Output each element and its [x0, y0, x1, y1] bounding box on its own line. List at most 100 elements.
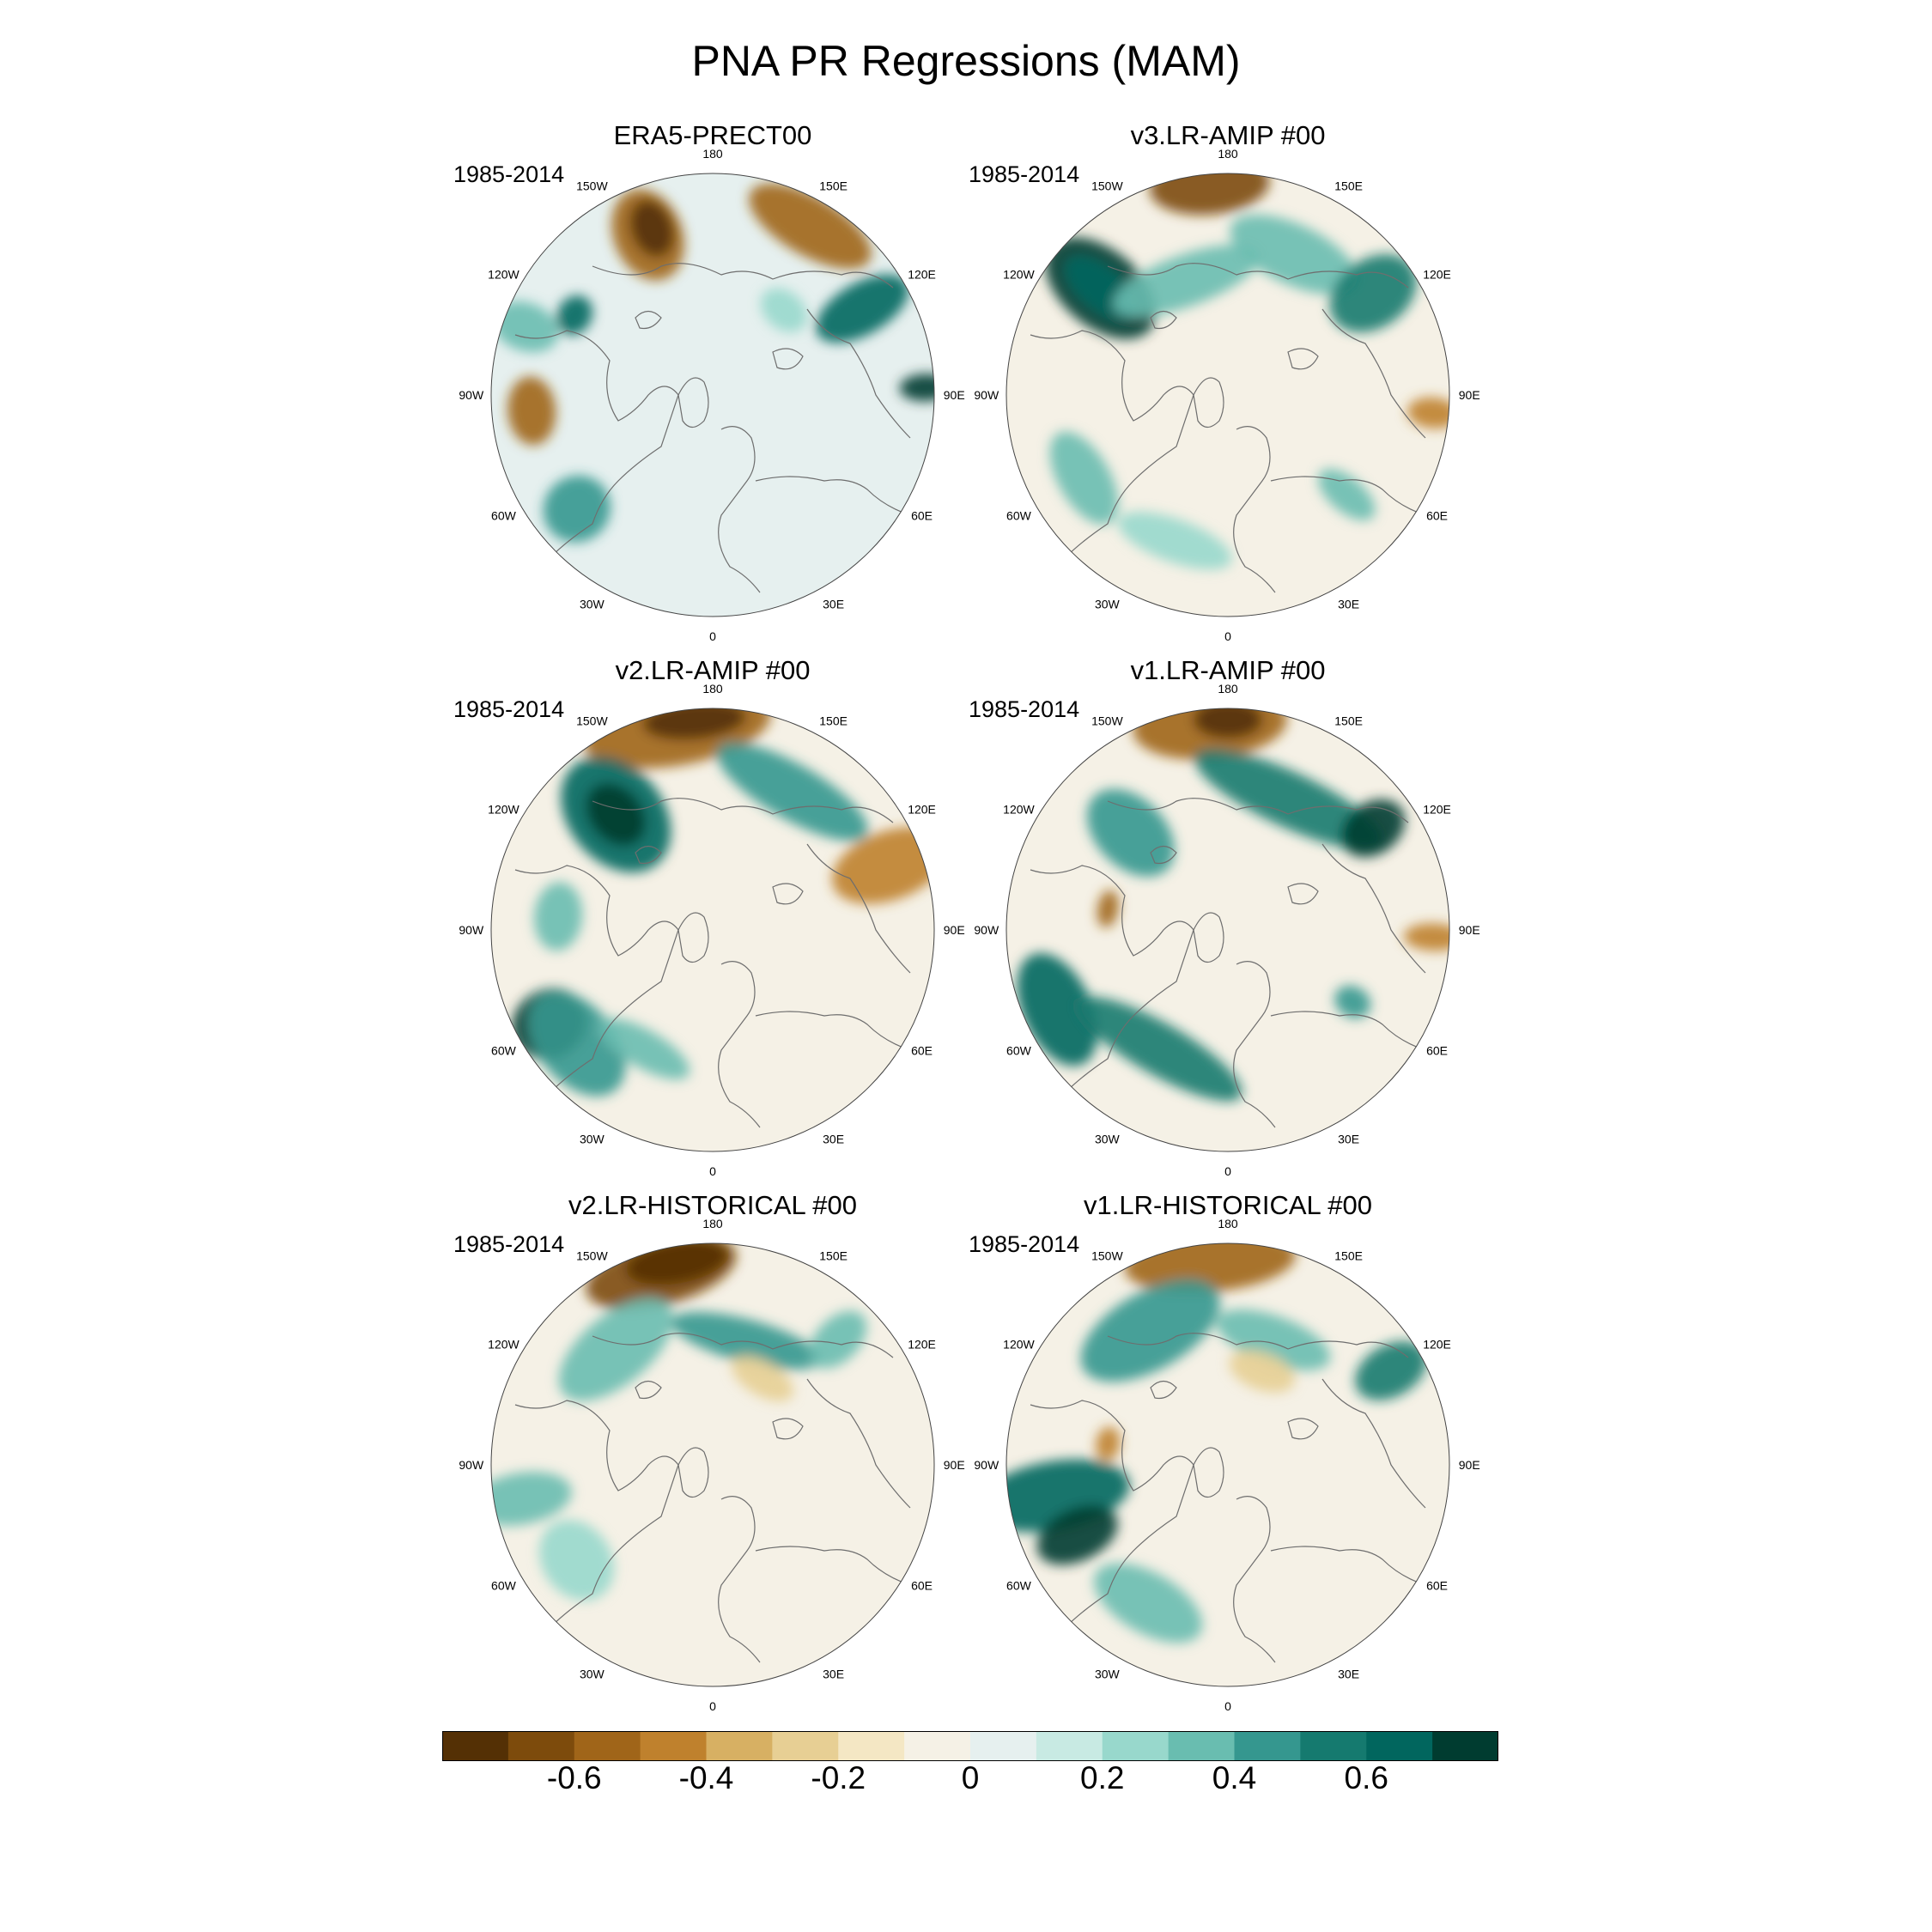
longitude-label: 150E	[819, 714, 848, 727]
colorbar-segment	[904, 1731, 971, 1761]
longitude-label: 180	[702, 682, 723, 696]
colorbar-segment	[1102, 1731, 1170, 1761]
map-panel: v2.LR-AMIP #00 1985-2014 180 150E 120E 90E 6…	[447, 655, 979, 1178]
polar-map: 180 150E 120E 90E 60E 30E 0 30W 60W 90W 120W 150W	[459, 1217, 965, 1713]
coastline	[1321, 308, 1426, 439]
longitude-label: 30E	[1338, 1668, 1359, 1681]
anomaly-region	[716, 742, 868, 841]
longitude-label: 120E	[908, 1337, 936, 1351]
coastline	[772, 883, 804, 905]
anomaly-region	[1341, 799, 1406, 858]
longitude-label: 60E	[1426, 1044, 1448, 1058]
anomaly-region	[538, 1520, 615, 1601]
anomaly-region	[1318, 469, 1376, 521]
anomaly-region	[1355, 1340, 1427, 1400]
coastline	[1150, 845, 1177, 865]
coastline	[1270, 1546, 1426, 1586]
anomaly-region	[556, 295, 593, 336]
longitude-label: 90W	[459, 1458, 484, 1472]
anomaly-region	[749, 183, 872, 270]
anomaly-region	[1149, 173, 1270, 216]
map-panel: v3.LR-AMIP #00 1985-2014 180 150E 120E 90E 6…	[962, 120, 1494, 643]
colorbar-tick-label: 0.2	[1080, 1760, 1125, 1795]
longitude-label: 0	[709, 1699, 716, 1713]
longitude-label: 150W	[1091, 1249, 1123, 1262]
colorbar-labels: -0.6 -0.4 -0.2 0 0.2 0.4 0.6	[442, 1760, 1498, 1803]
panel-title: v1.LR-AMIP #00	[1130, 655, 1326, 685]
longitude-label: 90E	[944, 1458, 965, 1472]
colorbar-segment	[574, 1731, 641, 1761]
longitude-label: 150E	[1334, 179, 1363, 192]
anomaly-region	[731, 1355, 794, 1401]
polar-map: 180 150E 120E 90E 60E 30E 0 30W 60W 90W 120W 150W	[459, 682, 965, 1178]
longitude-label: 30W	[1095, 598, 1121, 611]
anomaly-region	[492, 301, 559, 353]
map-panel: v2.LR-HISTORICAL #00 1985-2014 180 150E 12…	[447, 1190, 979, 1713]
longitude-label: 60W	[1006, 1044, 1032, 1058]
longitude-label: 30E	[823, 1668, 844, 1681]
longitude-label: 30E	[823, 1133, 844, 1146]
longitude-label: 60E	[911, 1579, 933, 1593]
colorbar-tick-label: -0.4	[678, 1760, 734, 1795]
coastline	[755, 476, 911, 516]
map-boundary	[490, 173, 935, 617]
map-boundary	[1005, 708, 1450, 1152]
coastline	[718, 961, 761, 1128]
coastline	[1193, 377, 1224, 428]
anomaly-region	[809, 1310, 867, 1369]
colorbar-segment	[442, 1731, 509, 1761]
longitude-label: 30E	[823, 598, 844, 611]
anomaly-region	[1080, 1279, 1220, 1382]
coastline	[1270, 476, 1426, 516]
longitude-label: 120E	[908, 802, 936, 816]
coastline	[1193, 912, 1224, 963]
colorbar-tick-label: -0.6	[546, 1760, 602, 1795]
longitude-label: 30W	[1095, 1668, 1121, 1681]
longitude-label: 180	[1218, 682, 1238, 696]
coastline	[1107, 798, 1409, 823]
coastline	[1107, 1333, 1409, 1358]
panel-period: 1985-2014	[969, 161, 1080, 187]
anomaly-region	[1086, 788, 1175, 877]
longitude-label: 150W	[1091, 714, 1123, 727]
anomaly-region	[1036, 1505, 1118, 1565]
longitude-label: 150E	[819, 1249, 848, 1262]
longitude-label: 90E	[1459, 923, 1480, 937]
colorbar-segment	[1432, 1731, 1498, 1761]
coastline	[1287, 883, 1319, 905]
coastline	[514, 865, 679, 1094]
longitude-label: 150W	[576, 1249, 608, 1262]
coastline	[718, 1496, 761, 1663]
colorbar-segment	[970, 1731, 1037, 1761]
longitude-label: 120E	[908, 267, 936, 281]
panel-period: 1985-2014	[453, 696, 565, 722]
longitude-label: 120W	[1003, 267, 1035, 281]
longitude-label: 120W	[488, 802, 519, 816]
longitude-label: 30W	[580, 598, 605, 611]
coastline	[1030, 330, 1194, 559]
map-boundary	[1005, 173, 1450, 617]
longitude-label: 120W	[1003, 1337, 1035, 1351]
coastline	[1193, 1447, 1224, 1498]
longitude-label: 180	[1218, 1217, 1238, 1230]
longitude-label: 0	[1224, 1699, 1231, 1713]
coastline	[806, 843, 911, 974]
longitude-label: 30E	[1338, 598, 1359, 611]
longitude-label: 90W	[974, 388, 999, 402]
coastline	[806, 308, 911, 439]
panel-period: 1985-2014	[453, 1231, 565, 1257]
longitude-label: 180	[702, 147, 723, 161]
panel-title: v2.LR-AMIP #00	[615, 655, 811, 685]
map-field	[491, 173, 934, 617]
longitude-label: 90W	[459, 388, 484, 402]
coastline	[1150, 310, 1177, 330]
anomaly-region	[558, 1297, 673, 1401]
colorbar-segment	[1168, 1731, 1235, 1761]
colorbar-segment	[507, 1731, 575, 1761]
anomaly-region	[630, 200, 674, 258]
map-field	[1006, 173, 1449, 617]
longitude-label: 90E	[944, 923, 965, 937]
longitude-label: 150E	[1334, 714, 1363, 727]
panel-period: 1985-2014	[969, 696, 1080, 722]
longitude-label: 150E	[819, 179, 848, 192]
